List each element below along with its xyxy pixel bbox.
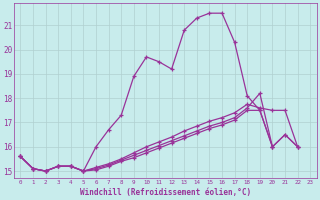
X-axis label: Windchill (Refroidissement éolien,°C): Windchill (Refroidissement éolien,°C) [80,188,251,197]
